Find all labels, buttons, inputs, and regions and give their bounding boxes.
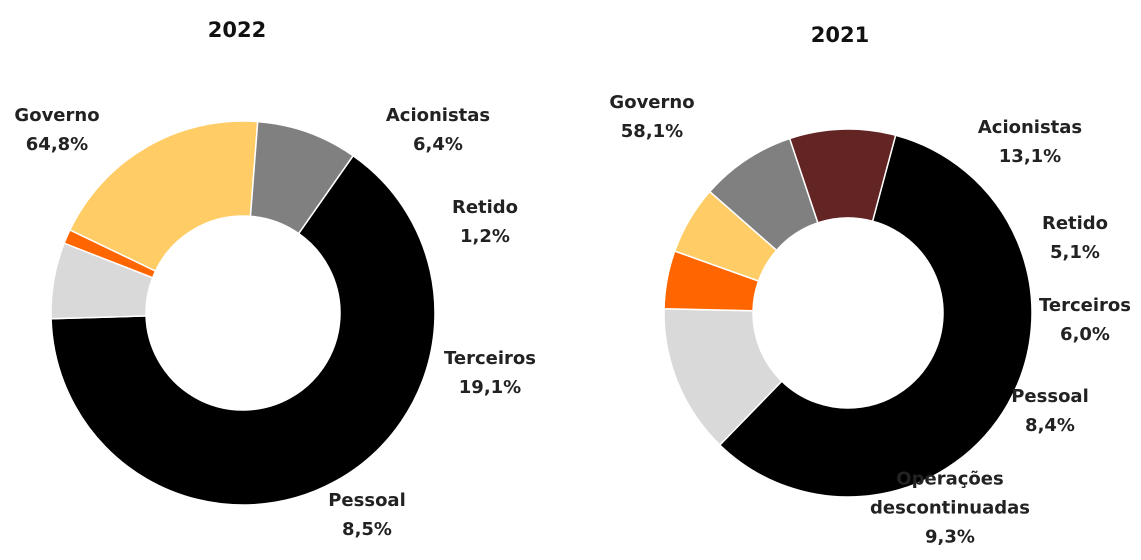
category-name: Retido	[451, 197, 519, 218]
segment-label: Pessoal 8,4%	[1011, 382, 1089, 440]
segment-label: Governo 58,1%	[609, 88, 694, 146]
segment-label: Pessoal 8,5%	[328, 486, 406, 544]
segment-label: Operações descontinuadas 9,3%	[870, 465, 1030, 552]
value-label: 8,4%	[1025, 415, 1075, 436]
value-label: 19,1%	[458, 377, 522, 398]
donut-segment	[718, 134, 1033, 498]
category-name: Governo	[14, 105, 100, 126]
value-label: 5,1%	[1050, 242, 1100, 263]
value-label: 13,1%	[998, 146, 1062, 167]
donut-segment	[788, 128, 897, 224]
category-name: Acionistas	[977, 117, 1083, 138]
category-name: Governo	[609, 92, 695, 113]
segment-label: Terceiros 6,0%	[1039, 291, 1131, 349]
category-name: Terceiros	[444, 348, 536, 369]
category-name: Retido	[1041, 213, 1109, 234]
category-name: Pessoal	[328, 490, 406, 511]
chart-title: 2021	[810, 23, 870, 47]
value-label: 9,3%	[925, 526, 975, 548]
value-label: 64,8%	[25, 134, 89, 155]
category-name: Pessoal	[1011, 386, 1089, 407]
donut-segment	[50, 154, 436, 506]
value-label: 6,4%	[413, 134, 463, 155]
segment-label: Acionistas 13,1%	[978, 113, 1082, 171]
segment-label: Terceiros 19,1%	[444, 344, 536, 402]
value-label: 6,0%	[1060, 324, 1110, 345]
segment-label: Retido 1,2%	[452, 193, 518, 251]
donut-segment	[68, 120, 259, 273]
category-name: Acionistas	[385, 105, 491, 126]
category-name: Terceiros	[1039, 295, 1131, 316]
segment-label: Governo 64,8%	[14, 101, 99, 159]
chart-title: 2022	[207, 18, 267, 42]
value-label: 8,5%	[342, 519, 392, 540]
segment-label: Retido 5,1%	[1042, 209, 1108, 267]
donut-segment	[249, 120, 355, 235]
segment-label: Acionistas 6,4%	[386, 101, 490, 159]
category-name: Operações descontinuadas	[870, 468, 1030, 519]
value-label: 58,1%	[620, 121, 684, 142]
value-label: 1,2%	[460, 226, 510, 247]
